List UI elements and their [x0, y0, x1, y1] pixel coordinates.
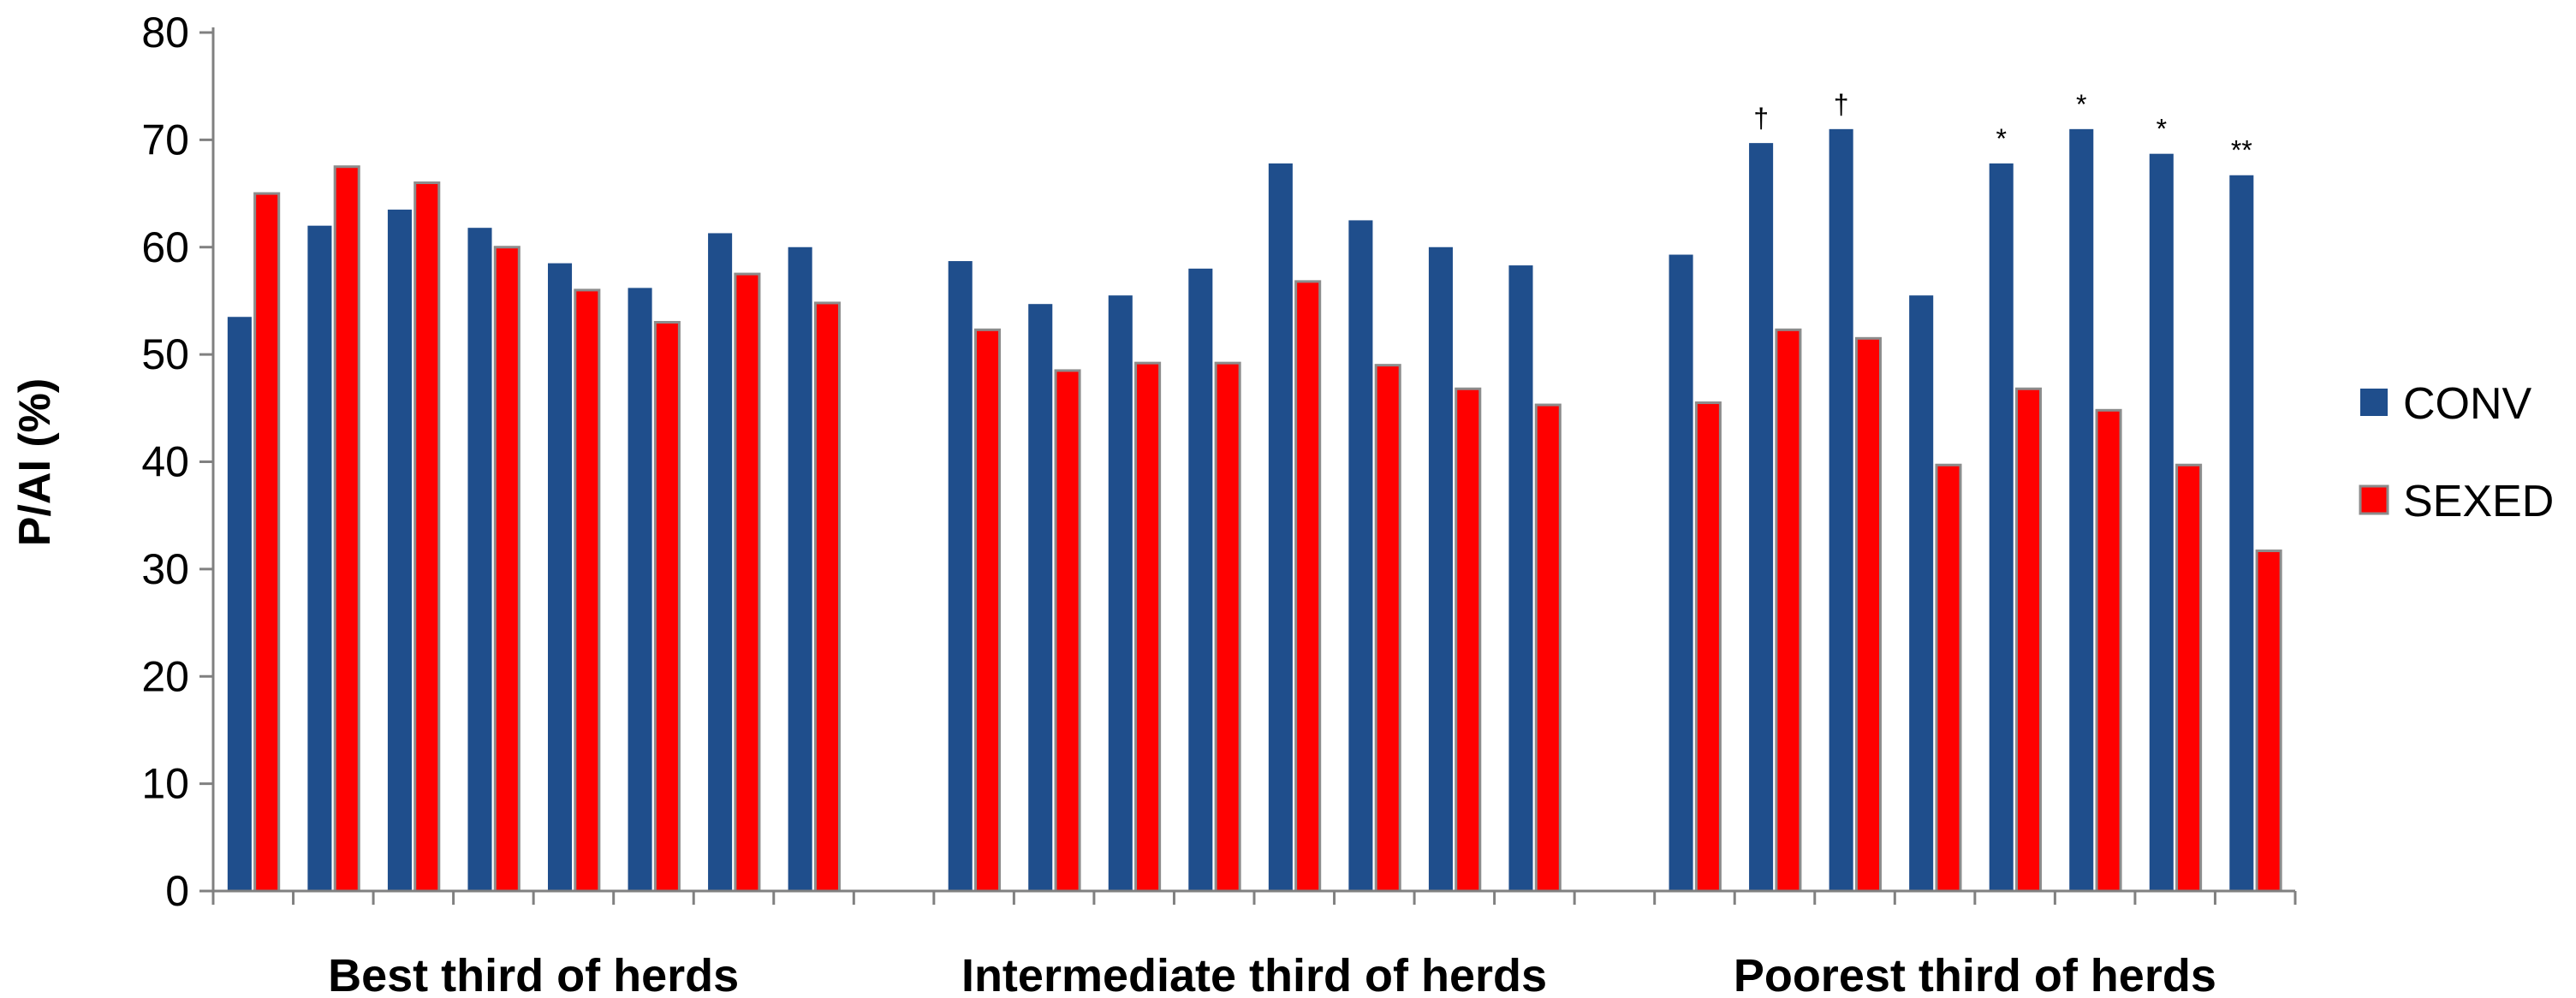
bar-sexed	[493, 246, 521, 893]
bar-sexed	[1694, 401, 1722, 893]
bar-conv	[1348, 220, 1373, 891]
legend: CONV SEXED	[2359, 379, 2554, 526]
y-tick-label: 80	[141, 9, 189, 56]
bar-sexed	[1534, 403, 1562, 893]
y-axis-ticks: 0 10 20 30 40 50 60 70 80	[141, 9, 213, 915]
bar-sexed	[1775, 328, 1802, 893]
y-tick-label: 70	[141, 116, 189, 163]
axes	[211, 27, 2295, 893]
bar-conv	[788, 247, 812, 891]
legend-swatch	[2359, 484, 2389, 515]
group-label: Best third of herds	[328, 950, 739, 998]
bar-sexed	[333, 165, 360, 893]
group-label: Poorest third of herds	[1734, 950, 2216, 998]
x-axis-ticks	[211, 891, 2297, 905]
y-tick-label: 40	[141, 438, 189, 486]
bar-conv	[2069, 128, 2094, 891]
significance-mark: *	[2157, 114, 2167, 145]
group-labels: Best third of herds Intermediate third of…	[328, 950, 2216, 998]
bar-conv	[1188, 268, 1213, 891]
bar-conv	[1028, 304, 1053, 892]
legend-swatch	[2360, 389, 2388, 416]
bar-conv	[1909, 295, 1934, 891]
bar-sexed	[253, 192, 281, 893]
bar-sexed	[813, 301, 841, 893]
bar-conv	[227, 317, 252, 891]
bar-conv	[708, 233, 733, 891]
bar-sexed	[1294, 280, 1322, 893]
bar-sexed	[2175, 463, 2203, 893]
legend-label: CONV	[2403, 379, 2532, 429]
significance-mark: †	[1834, 89, 1849, 120]
significance-mark: **	[2231, 135, 2252, 166]
y-tick-label: 50	[141, 330, 189, 378]
bar-conv	[628, 288, 652, 892]
y-tick-label: 20	[141, 652, 189, 700]
bar-sexed	[1214, 361, 1241, 893]
y-tick-label: 0	[165, 867, 189, 915]
bar-sexed	[2095, 408, 2122, 893]
bar-conv	[2229, 175, 2254, 891]
bar-conv	[1669, 254, 1693, 891]
bar-sexed	[653, 321, 681, 893]
bar-conv	[1428, 247, 1453, 891]
bar-conv	[1829, 128, 1853, 891]
bar-conv	[948, 261, 973, 892]
bar-sexed	[1374, 364, 1401, 893]
legend-label: SEXED	[2403, 477, 2554, 526]
significance-mark: †	[1753, 103, 1769, 134]
significance-mark: *	[1996, 123, 2006, 154]
bar-sexed	[574, 288, 601, 893]
bar-sexed	[734, 272, 761, 893]
bar-sexed	[1455, 387, 1482, 893]
bar-sexed	[2255, 549, 2282, 893]
bar-conv	[387, 209, 412, 891]
bar-conv	[467, 228, 492, 891]
group-label: Intermediate third of herds	[961, 950, 1547, 998]
bar-conv	[1108, 295, 1133, 891]
y-tick-label: 10	[141, 760, 189, 808]
significance-annotations: † †*****	[1753, 89, 2252, 166]
bar-sexed	[1054, 369, 1081, 893]
significance-mark: *	[2076, 89, 2086, 120]
bar-sexed	[413, 181, 441, 893]
bar-conv	[1989, 163, 2014, 891]
bar-conv	[1508, 265, 1533, 892]
bar-conv	[307, 225, 332, 891]
bar-sexed	[973, 328, 1002, 893]
y-tick-label: 30	[141, 545, 189, 593]
bar-conv	[547, 263, 573, 891]
bar-conv	[1268, 163, 1293, 891]
bars	[227, 128, 2282, 893]
bar-conv	[1749, 143, 1774, 892]
y-axis-title: P/AI (%)	[10, 378, 60, 546]
y-tick-label: 60	[141, 223, 189, 271]
bar-sexed	[1854, 336, 1882, 893]
bar-sexed	[1935, 463, 1962, 893]
bar-conv	[2149, 153, 2174, 891]
bar-sexed	[2014, 387, 2043, 893]
bar-sexed	[1134, 361, 1162, 893]
